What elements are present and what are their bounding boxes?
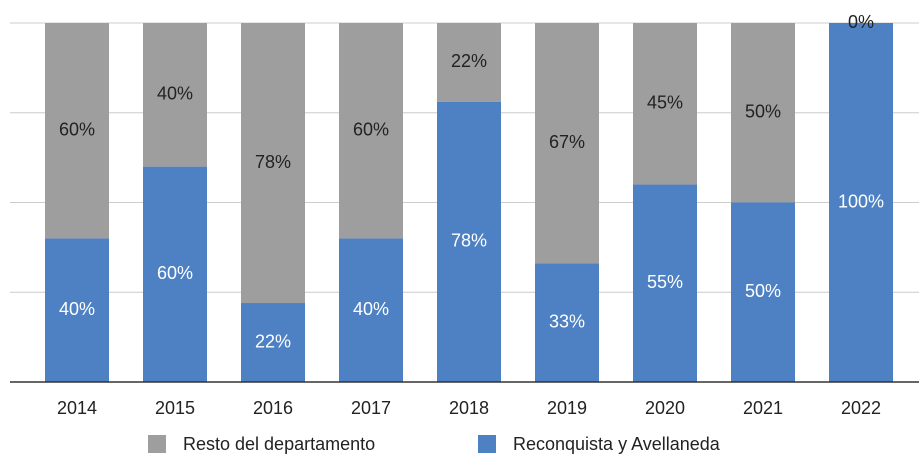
data-label: 60% <box>353 119 389 139</box>
data-label: 0% <box>848 12 874 32</box>
bar-segment <box>339 238 403 382</box>
data-label: 100% <box>838 191 884 211</box>
bar-segment <box>339 23 403 239</box>
data-label: 22% <box>451 51 487 71</box>
bar-segment <box>731 202 795 382</box>
data-label: 67% <box>549 132 585 152</box>
data-label: 40% <box>157 84 193 104</box>
x-tick-label: 2014 <box>57 398 97 418</box>
x-tick-label: 2016 <box>253 398 293 418</box>
data-label: 60% <box>157 263 193 283</box>
bar-segment <box>633 184 697 382</box>
legend-label: Reconquista y Avellaneda <box>513 434 721 454</box>
bar-segment <box>829 23 893 382</box>
bar-segment <box>241 303 305 382</box>
data-label: 22% <box>255 331 291 351</box>
bar-segment <box>633 23 697 185</box>
x-tick-label: 2015 <box>155 398 195 418</box>
data-label: 50% <box>745 281 781 301</box>
x-tick-label: 2022 <box>841 398 881 418</box>
legend-swatch <box>148 435 166 453</box>
bar-segment <box>241 23 305 304</box>
legend-label: Resto del departamento <box>183 434 375 454</box>
data-label: 78% <box>255 152 291 172</box>
data-label: 60% <box>59 119 95 139</box>
x-tick-label: 2021 <box>743 398 783 418</box>
bar-segment <box>45 238 109 382</box>
bar-segment <box>45 23 109 239</box>
bar-segment <box>731 23 795 203</box>
legend-swatch <box>478 435 496 453</box>
x-tick-label: 2020 <box>645 398 685 418</box>
bar-segment <box>143 23 207 167</box>
bar-segment <box>535 23 599 264</box>
data-label: 40% <box>59 299 95 319</box>
bar-segment <box>143 166 207 382</box>
data-label: 33% <box>549 312 585 332</box>
x-tick-label: 2019 <box>547 398 587 418</box>
bar-segment <box>535 263 599 382</box>
data-label: 78% <box>451 231 487 251</box>
data-label: 45% <box>647 93 683 113</box>
x-tick-label: 2018 <box>449 398 489 418</box>
x-tick-label: 2017 <box>351 398 391 418</box>
bar-segment <box>437 23 501 102</box>
bar-segment <box>437 101 501 382</box>
data-label: 50% <box>745 102 781 122</box>
data-label: 55% <box>647 272 683 292</box>
data-label: 40% <box>353 299 389 319</box>
